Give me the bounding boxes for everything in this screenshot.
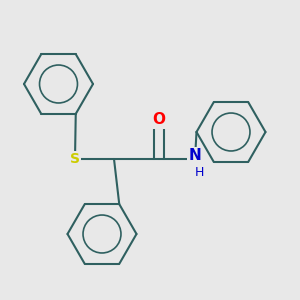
Text: H: H	[195, 166, 204, 179]
Text: S: S	[70, 152, 80, 166]
Text: O: O	[152, 112, 166, 128]
Text: N: N	[189, 148, 201, 164]
